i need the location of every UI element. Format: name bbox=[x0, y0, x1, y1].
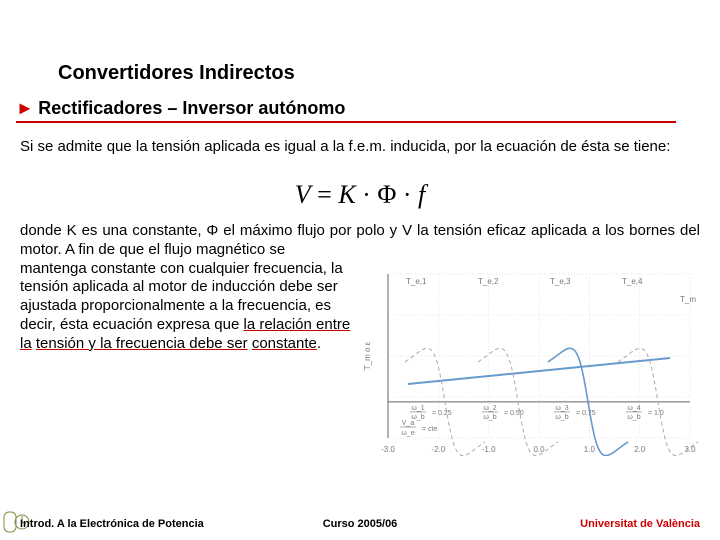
svg-text:2.0: 2.0 bbox=[634, 445, 646, 454]
arrow-icon: ► bbox=[16, 98, 34, 118]
svg-text:T_e,1: T_e,1 bbox=[406, 277, 427, 286]
formula-k: K bbox=[338, 180, 355, 209]
formula-f: f bbox=[418, 180, 425, 209]
formula-dot: · bbox=[356, 180, 378, 209]
svg-text:T_e,3: T_e,3 bbox=[550, 277, 571, 286]
svg-text:ω_b: ω_b bbox=[483, 414, 496, 421]
svg-text:T_e,4: T_e,4 bbox=[622, 277, 643, 286]
formula: V = K · Φ · f bbox=[295, 180, 426, 210]
paragraph-1: Si se admite que la tensión aplicada es … bbox=[20, 138, 700, 157]
formula-dot2: · bbox=[396, 180, 418, 209]
formula-eq: = bbox=[311, 180, 339, 209]
svg-text:1.0: 1.0 bbox=[584, 445, 596, 454]
svg-text:-2.0: -2.0 bbox=[431, 445, 445, 454]
svg-text:ω_4: ω_4 bbox=[627, 405, 640, 412]
svg-text:= cte: = cte bbox=[422, 426, 437, 433]
svg-text:T_m: T_m bbox=[680, 295, 696, 304]
footer: Introd. A la Electrónica de Potencia Cur… bbox=[0, 518, 720, 530]
para2-line-a: donde K es una constante, Φ el máximo fl… bbox=[20, 222, 700, 258]
slide-title: Convertidores Indirectos bbox=[58, 62, 295, 85]
svg-text:V_a: V_a bbox=[402, 420, 415, 427]
footer-left: Introd. A la Electrónica de Potencia bbox=[20, 518, 247, 530]
svg-text:ω_1: ω_1 bbox=[411, 405, 424, 412]
svg-text:T_e,2: T_e,2 bbox=[478, 277, 499, 286]
formula-v: V bbox=[295, 180, 311, 209]
svg-text:ω_2: ω_2 bbox=[483, 405, 496, 412]
svg-text:= 1.0: = 1.0 bbox=[648, 410, 664, 417]
para2-u2: tensión y la frecuencia debe ser bbox=[36, 335, 248, 352]
subtitle-wrap: ► Rectificadores – Inversor autónomo bbox=[16, 98, 676, 123]
svg-text:T_m o ε: T_m o ε bbox=[363, 341, 372, 370]
svg-text:= 0.25: = 0.25 bbox=[432, 410, 452, 417]
svg-text:ω_b: ω_b bbox=[627, 414, 640, 421]
svg-text:= 0.75: = 0.75 bbox=[576, 410, 596, 417]
svg-text:-3.0: -3.0 bbox=[381, 445, 395, 454]
svg-text:ω_b: ω_b bbox=[555, 414, 568, 421]
footer-mid: Curso 2005/06 bbox=[247, 518, 474, 530]
torque-speed-chart: -3.0 -2.0 -1.0 0.0 1.0 2.0 3.0 T_m o ε T_e,1 T_e,… bbox=[360, 266, 700, 456]
svg-text:ω_3: ω_3 bbox=[555, 405, 568, 412]
para2-narrow: mantenga constante con cualquier frecuen… bbox=[20, 260, 354, 354]
para2-period: . bbox=[317, 335, 321, 352]
slide-subtitle: Rectificadores – Inversor autónomo bbox=[38, 98, 345, 118]
svg-text:-1.0: -1.0 bbox=[482, 445, 496, 454]
svg-text:= 0.50: = 0.50 bbox=[504, 410, 524, 417]
footer-right: Universitat de València bbox=[473, 518, 700, 530]
formula-phi: Φ bbox=[377, 180, 396, 209]
para2-u3: constante bbox=[252, 335, 317, 352]
svg-text:0.0: 0.0 bbox=[533, 445, 545, 454]
svg-text:3.0: 3.0 bbox=[684, 445, 696, 454]
svg-text:ω_e: ω_e bbox=[401, 430, 414, 437]
chart-svg: -3.0 -2.0 -1.0 0.0 1.0 2.0 3.0 T_m o ε T_e,1 T_e,… bbox=[360, 266, 700, 456]
